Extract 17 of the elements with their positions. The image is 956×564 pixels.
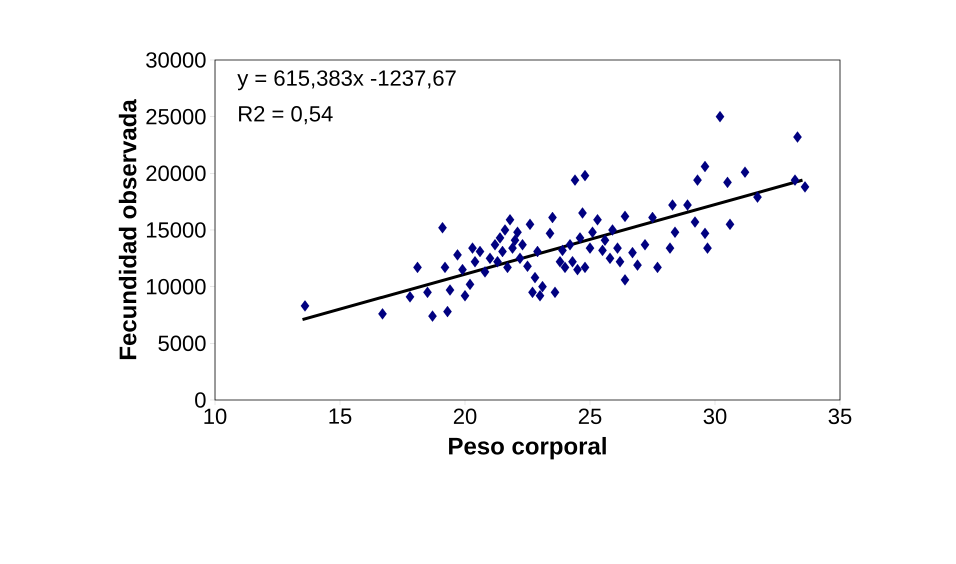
y-tick-label: 25000 <box>146 108 206 124</box>
y-tick-label: 15000 <box>146 222 206 238</box>
y-tick-label: 0 <box>195 392 206 408</box>
x-axis-title: Peso corporal <box>449 436 606 460</box>
y-tick-label: 10000 <box>146 278 206 294</box>
y-axis-title: Fecundidad observada <box>118 99 136 360</box>
y-tick-label: 20000 <box>146 166 206 182</box>
x-tick-label: 35 <box>828 408 852 424</box>
x-tick-label: 10 <box>204 408 226 424</box>
x-tick-label: 25 <box>578 408 602 424</box>
x-tick-label: 15 <box>329 408 352 424</box>
x-tick-label: 30 <box>704 408 726 424</box>
y-tick-label: 5000 <box>158 336 206 352</box>
y-tick-label: 30000 <box>146 52 206 68</box>
annotation: y = 615,383x -1237,67 <box>237 70 456 90</box>
annotation: R2 = 0,54 <box>239 106 333 124</box>
x-tick-label: 20 <box>454 408 476 424</box>
